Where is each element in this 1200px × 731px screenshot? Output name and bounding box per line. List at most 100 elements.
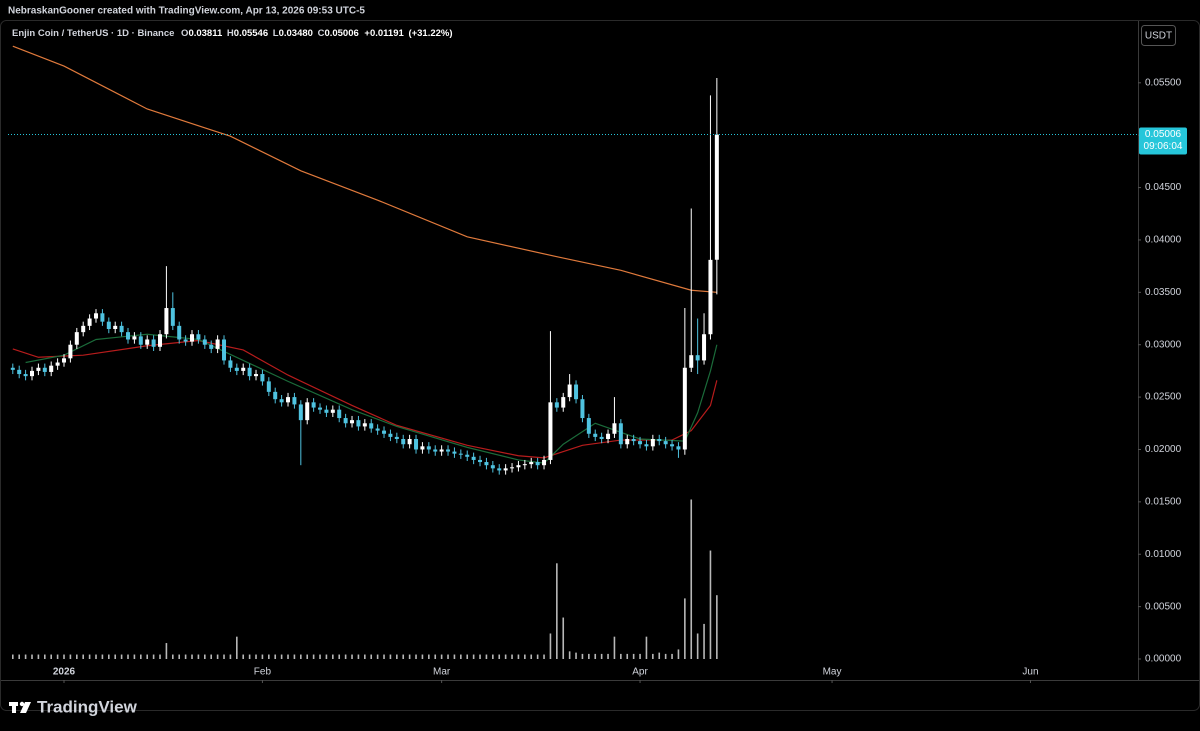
- y-tick-label: 0.03500: [1145, 287, 1182, 298]
- candle-body: [497, 468, 502, 471]
- candle-body: [151, 339, 156, 347]
- candle-body: [580, 399, 585, 419]
- candle-body: [388, 433, 393, 437]
- volume-bar: [293, 654, 296, 659]
- logo-part: [19, 701, 25, 707]
- logo-part: [20, 702, 31, 713]
- volume-bar: [652, 653, 654, 659]
- y-tick-label: 0.02500: [1145, 392, 1182, 403]
- candle-body: [36, 367, 41, 371]
- volume-bar: [76, 654, 78, 659]
- candle-body: [618, 423, 623, 445]
- candle-body: [670, 444, 675, 447]
- y-tick-label: 0.00500: [1145, 601, 1182, 612]
- candle-body: [106, 321, 111, 329]
- ohlc-key: O: [181, 28, 188, 39]
- plot: [10, 45, 719, 659]
- volume-bar: [536, 654, 539, 659]
- ohlc-value: 0.03480: [279, 28, 313, 39]
- candle-body: [714, 134, 719, 260]
- candle-body: [708, 259, 713, 335]
- volume-bar: [133, 654, 136, 659]
- volume-bar: [56, 654, 59, 659]
- volume-bar: [684, 598, 686, 659]
- volume-bar: [460, 654, 462, 659]
- y-tick-label: 0.00000: [1145, 654, 1182, 665]
- candle-body: [305, 402, 310, 421]
- candle-body: [606, 433, 611, 439]
- candle-body: [222, 339, 227, 361]
- candle-body: [542, 459, 547, 466]
- candle-body: [100, 313, 105, 322]
- ohlc-value: 0.05546: [234, 28, 268, 39]
- candle-body: [126, 332, 131, 340]
- ohlc-key: H: [227, 28, 234, 39]
- candle-body: [375, 428, 380, 431]
- volume-bar: [703, 623, 705, 659]
- candle-body: [23, 374, 28, 377]
- candle-body: [644, 444, 649, 447]
- volume-bar: [120, 654, 123, 659]
- volume-bar: [191, 654, 193, 659]
- candle-body: [260, 374, 265, 382]
- volume-bar: [44, 654, 46, 659]
- candle-body: [119, 325, 124, 333]
- candle-body: [68, 344, 73, 359]
- volume-bar: [261, 654, 264, 659]
- volume-bar: [383, 654, 385, 659]
- candle-body: [81, 325, 86, 333]
- candle-body: [330, 409, 335, 413]
- candle-body: [10, 367, 15, 370]
- x-tick-label: 2026: [53, 667, 76, 678]
- volume-bar: [357, 654, 360, 659]
- candle-body: [529, 462, 534, 465]
- x-tick-label: Jun: [1022, 667, 1038, 678]
- volume-bar: [690, 499, 693, 659]
- volume-bar: [671, 653, 673, 659]
- volume-bar: [319, 654, 321, 659]
- candle-body: [113, 325, 118, 329]
- volume-bar: [415, 654, 417, 659]
- candle-body: [382, 430, 387, 434]
- volume-bar: [396, 654, 398, 659]
- volume-bar: [466, 654, 469, 659]
- candle-body: [586, 418, 591, 434]
- volume-bar: [511, 654, 513, 659]
- volume-bar: [479, 654, 481, 659]
- candle-body: [196, 334, 201, 340]
- currency[interactable]: USDT: [1145, 31, 1172, 42]
- candle-body: [279, 399, 284, 403]
- candle-body: [478, 459, 483, 463]
- volume-bar: [165, 643, 168, 659]
- candle-body: [407, 439, 412, 445]
- candle-body: [62, 358, 67, 363]
- candle-body: [446, 449, 451, 452]
- candle-body: [30, 370, 35, 377]
- volume-bar: [95, 654, 97, 659]
- volume-bar: [364, 654, 366, 659]
- volume-bar: [639, 653, 641, 659]
- volume-bar: [216, 654, 219, 659]
- candle-body: [612, 423, 617, 434]
- candle-body: [401, 439, 406, 445]
- volume-bar: [568, 651, 571, 659]
- volume-bar: [370, 654, 373, 659]
- candle-body: [324, 409, 329, 413]
- volume-bar: [588, 653, 590, 659]
- candle-body: [625, 439, 630, 445]
- candle-body: [574, 384, 579, 400]
- volume-bar: [562, 617, 565, 659]
- candle-body: [190, 334, 195, 342]
- volume-bar: [114, 654, 117, 659]
- candle-body: [452, 451, 457, 454]
- candle-body: [426, 446, 431, 450]
- y-tick-label: 0.01000: [1145, 549, 1182, 560]
- volume-bar: [287, 654, 289, 659]
- candle-body: [433, 449, 438, 452]
- volume-bar: [12, 654, 14, 659]
- candle-body: [209, 344, 214, 349]
- volume-bar: [613, 636, 616, 659]
- currency-button[interactable]: [1141, 25, 1176, 46]
- volume-bar: [620, 653, 622, 659]
